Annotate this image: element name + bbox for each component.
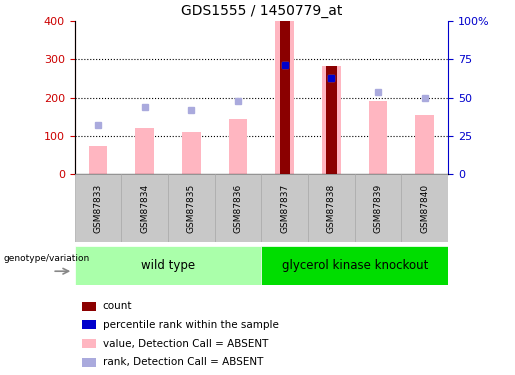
Bar (229, 118, 247, 174)
Text: GSM87837: GSM87837 (280, 183, 289, 233)
Bar (326, 66, 336, 174)
Bar (182, 132, 201, 174)
Bar (82, 358, 96, 367)
Bar (75, 246, 261, 285)
Text: GSM87838: GSM87838 (327, 183, 336, 233)
Bar (401, 174, 448, 242)
Text: GSM87833: GSM87833 (94, 183, 102, 233)
Bar (75, 174, 122, 242)
Bar (261, 174, 308, 242)
Text: GSM87839: GSM87839 (373, 183, 383, 233)
Bar (355, 174, 401, 242)
Bar (322, 66, 341, 174)
Bar (122, 174, 168, 242)
Bar (89, 146, 107, 174)
Title: GDS1555 / 1450779_at: GDS1555 / 1450779_at (181, 4, 342, 18)
Bar (276, 21, 294, 174)
Text: value, Detection Call = ABSENT: value, Detection Call = ABSENT (102, 339, 268, 348)
Text: GSM87835: GSM87835 (187, 183, 196, 233)
Text: genotype/variation: genotype/variation (4, 254, 90, 263)
Bar (82, 320, 96, 329)
Bar (215, 174, 261, 242)
Bar (82, 302, 96, 310)
Text: count: count (102, 301, 132, 311)
Text: GSM87834: GSM87834 (140, 184, 149, 232)
Bar (135, 128, 154, 174)
Bar (261, 246, 448, 285)
Bar (280, 21, 290, 174)
Text: GSM87836: GSM87836 (233, 183, 243, 233)
Text: GSM87840: GSM87840 (420, 184, 429, 232)
Text: rank, Detection Call = ABSENT: rank, Detection Call = ABSENT (102, 357, 263, 367)
Bar (416, 115, 434, 174)
Bar (168, 174, 215, 242)
Text: percentile rank within the sample: percentile rank within the sample (102, 320, 279, 330)
Bar (308, 174, 355, 242)
Text: glycerol kinase knockout: glycerol kinase knockout (282, 259, 428, 272)
Bar (82, 339, 96, 348)
Bar (369, 101, 387, 174)
Text: wild type: wild type (141, 259, 195, 272)
